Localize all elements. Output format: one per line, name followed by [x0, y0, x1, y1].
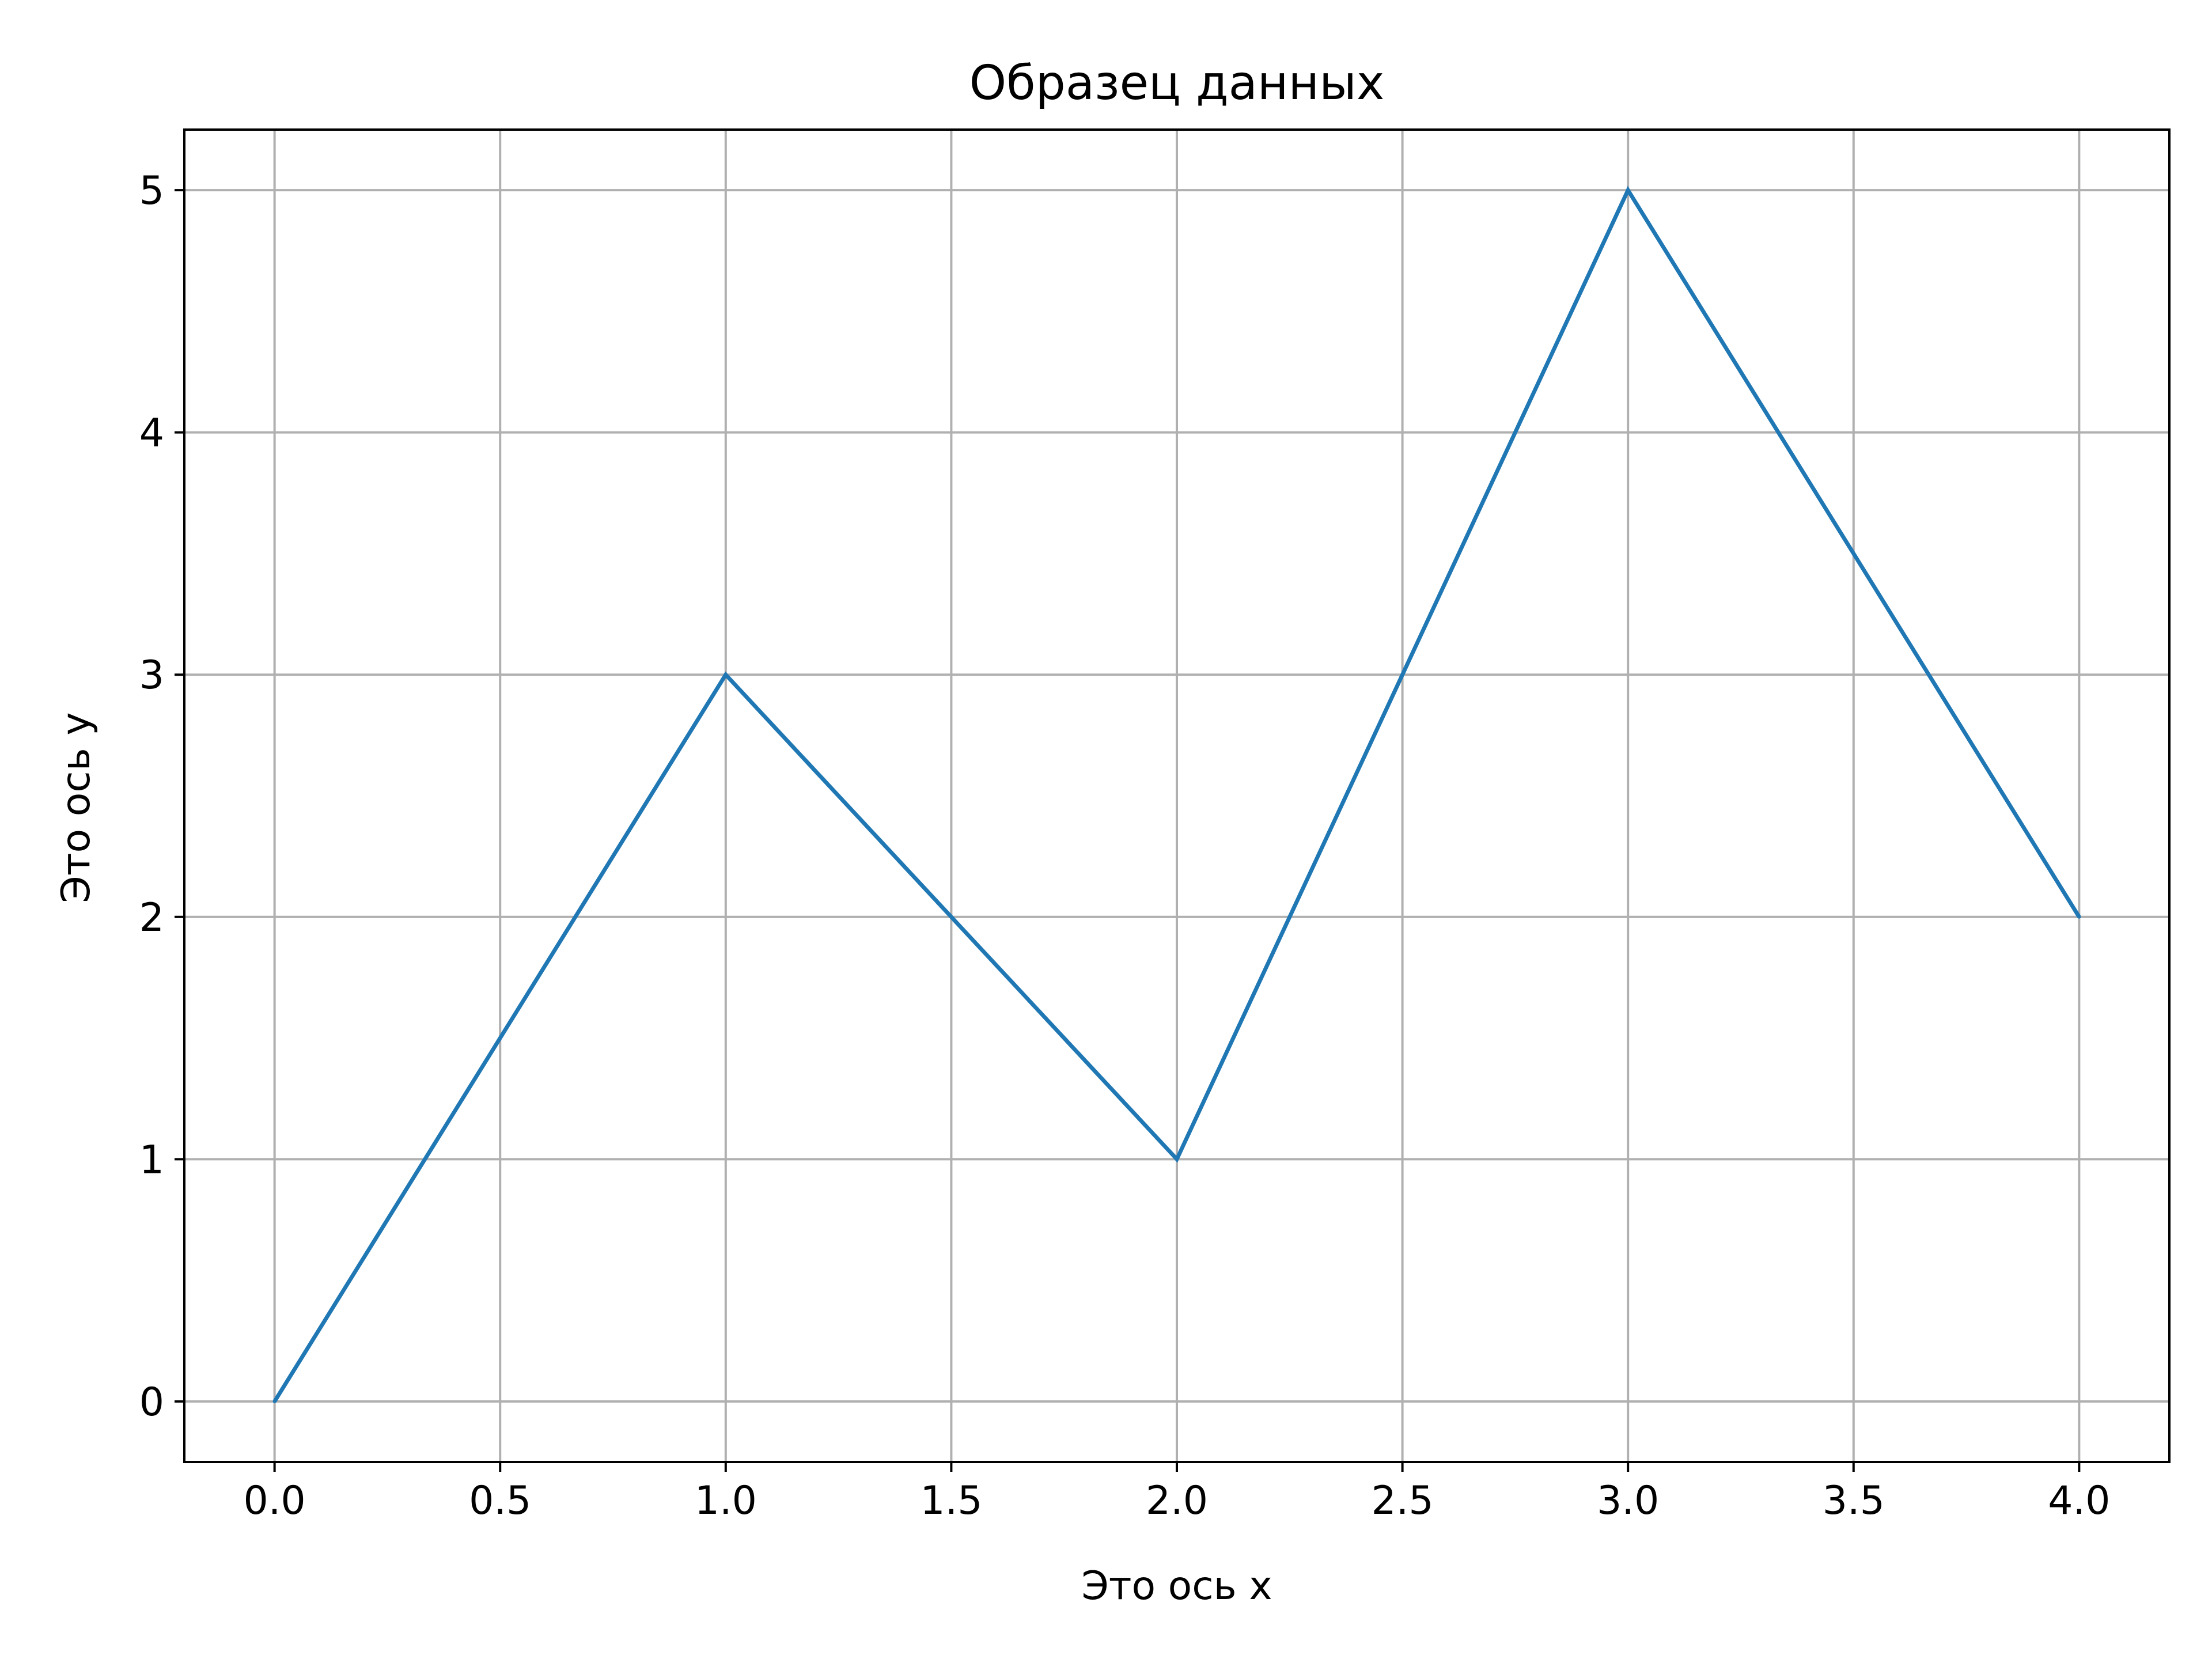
y-tick-label: 3: [139, 653, 164, 698]
data-point: [2077, 915, 2081, 919]
x-tick-label: 2.5: [1372, 1478, 1434, 1524]
x-tick-label: 4.0: [2048, 1478, 2110, 1524]
y-axis-ticks: 0 1 2 3 4 5: [139, 168, 184, 1425]
x-tick-label: 0.5: [469, 1478, 531, 1524]
series-layer: [272, 185, 2081, 1403]
x-tick-label: 1.5: [920, 1478, 982, 1524]
x-tick-label: 2.0: [1146, 1478, 1208, 1524]
x-tick-label: 3.0: [1597, 1478, 1659, 1524]
chart-title: Образец данных: [969, 56, 1385, 111]
grid-lines: [184, 130, 2169, 1462]
data-point: [724, 673, 728, 677]
data-point: [1626, 188, 1630, 192]
x-tick-label: 0.0: [244, 1478, 306, 1524]
x-axis-ticks: 0.0 0.5 1.0 1.5 2.0 2.5 3.0 3.5 4.0: [244, 1462, 2110, 1524]
y-tick-label: 2: [139, 895, 164, 941]
data-point: [272, 1399, 276, 1403]
data-point: [1175, 1157, 1179, 1161]
y-axis-label: Это ось y: [54, 712, 99, 903]
x-axis-label: Это ось x: [1081, 1563, 1272, 1609]
y-tick-label: 4: [139, 411, 164, 456]
y-tick-label: 0: [139, 1380, 164, 1425]
y-tick-label: 1: [139, 1137, 164, 1183]
x-tick-label: 1.0: [695, 1478, 757, 1524]
y-tick-label: 5: [139, 168, 164, 214]
x-tick-label: 3.5: [1823, 1478, 1885, 1524]
